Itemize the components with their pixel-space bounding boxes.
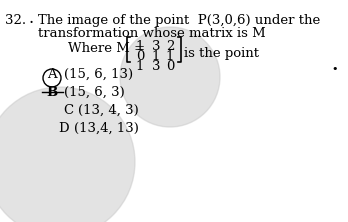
Text: (13,4, 13): (13,4, 13) (74, 121, 139, 135)
Text: is the point: is the point (184, 47, 259, 60)
Text: 32.: 32. (5, 14, 26, 27)
Text: (15, 6, 13): (15, 6, 13) (64, 67, 133, 81)
Text: Where M =: Where M = (68, 42, 145, 55)
Text: 2: 2 (166, 40, 174, 53)
Text: 3: 3 (152, 40, 160, 53)
Text: ·: · (28, 15, 33, 32)
Text: B: B (46, 85, 58, 99)
Text: A: A (47, 67, 57, 81)
Text: (13, 4, 3): (13, 4, 3) (78, 103, 139, 117)
Circle shape (0, 87, 135, 222)
Text: 0: 0 (136, 50, 144, 63)
Text: 0: 0 (166, 60, 174, 73)
Text: 1: 1 (166, 50, 174, 63)
Text: 1: 1 (152, 50, 160, 63)
Text: D: D (59, 121, 69, 135)
Text: 1: 1 (136, 40, 144, 53)
Text: 3: 3 (152, 60, 160, 73)
Circle shape (120, 27, 220, 127)
Text: The image of the point  P(3,0,6) under the: The image of the point P(3,0,6) under th… (38, 14, 320, 27)
Text: 1: 1 (136, 60, 144, 73)
Text: (15, 6, 3): (15, 6, 3) (64, 85, 125, 99)
Text: C: C (63, 103, 73, 117)
Text: transformation whose matrix is M: transformation whose matrix is M (38, 27, 266, 40)
Text: •: • (332, 64, 338, 74)
